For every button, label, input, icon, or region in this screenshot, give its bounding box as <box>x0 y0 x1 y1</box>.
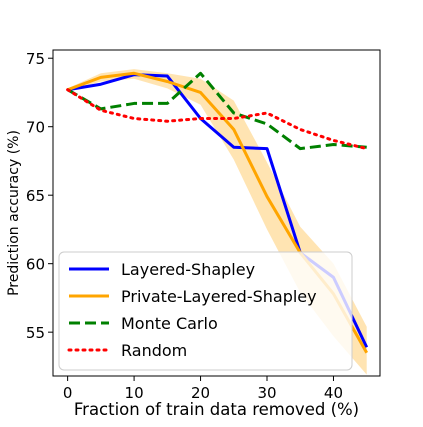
y-tick-label: 55 <box>26 324 45 342</box>
monte-carlo-line <box>66 71 367 151</box>
x-axis-label: Fraction of train data removed (%) <box>74 400 359 419</box>
confidence-bands <box>67 69 367 375</box>
plot-frame <box>52 49 381 377</box>
y-tick-label: 70 <box>26 119 45 137</box>
y-tick-label: 60 <box>26 256 45 274</box>
legend: Layered-Shapley Private-Layered-Shapley Mo… <box>58 251 353 371</box>
y-axis-label: Prediction accuracy (%) <box>6 130 22 296</box>
legend-box <box>58 251 353 371</box>
y-tick-label: 65 <box>26 187 45 205</box>
axis-ticks: 0 10 20 30 40 55 60 65 70 75 <box>26 50 343 402</box>
y-tick-label: 75 <box>26 50 45 68</box>
random-line <box>66 88 369 151</box>
x-tick-label: 40 <box>324 384 343 402</box>
legend-label-random: Random <box>121 341 187 360</box>
legend-label-layered-shapley: Layered-Shapley <box>121 260 255 279</box>
legend-label-private-layered-shapley: Private-Layered-Shapley <box>121 287 317 306</box>
x-tick-label: 0 <box>63 384 73 402</box>
legend-label-monte-carlo: Monte Carlo <box>121 314 218 333</box>
x-tick-label: 10 <box>125 384 144 402</box>
x-tick-label: 20 <box>191 384 210 402</box>
private-layered-shapley-band <box>67 69 367 375</box>
x-tick-label: 30 <box>257 384 276 402</box>
